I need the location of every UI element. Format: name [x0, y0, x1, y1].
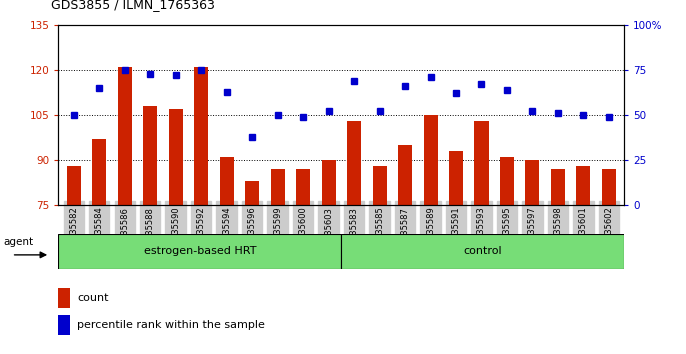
Text: percentile rank within the sample: percentile rank within the sample — [77, 320, 265, 330]
Text: control: control — [464, 246, 502, 256]
Bar — [67, 166, 81, 205]
Bar — [347, 121, 361, 205]
Bar — [58, 234, 342, 269]
Bar — [143, 106, 157, 205]
Bar — [500, 157, 514, 205]
Bar — [322, 160, 335, 205]
Bar — [58, 287, 70, 308]
Text: estrogen-based HRT: estrogen-based HRT — [143, 246, 256, 256]
Bar — [117, 67, 132, 205]
Bar — [169, 109, 182, 205]
Bar — [475, 121, 488, 205]
Text: count: count — [77, 293, 108, 303]
Bar — [92, 139, 106, 205]
Bar — [423, 115, 438, 205]
Text: agent: agent — [3, 238, 34, 247]
Bar — [398, 145, 412, 205]
Bar — [245, 181, 259, 205]
Bar — [372, 166, 386, 205]
Bar — [270, 169, 285, 205]
Bar — [296, 169, 310, 205]
Bar — [194, 67, 208, 205]
Text: GDS3855 / ILMN_1765363: GDS3855 / ILMN_1765363 — [51, 0, 215, 11]
Bar — [342, 234, 624, 269]
Bar — [220, 157, 233, 205]
Bar — [576, 166, 591, 205]
Bar — [602, 169, 616, 205]
Bar — [551, 169, 565, 205]
Bar — [525, 160, 539, 205]
Bar — [58, 315, 70, 336]
Bar — [449, 151, 463, 205]
